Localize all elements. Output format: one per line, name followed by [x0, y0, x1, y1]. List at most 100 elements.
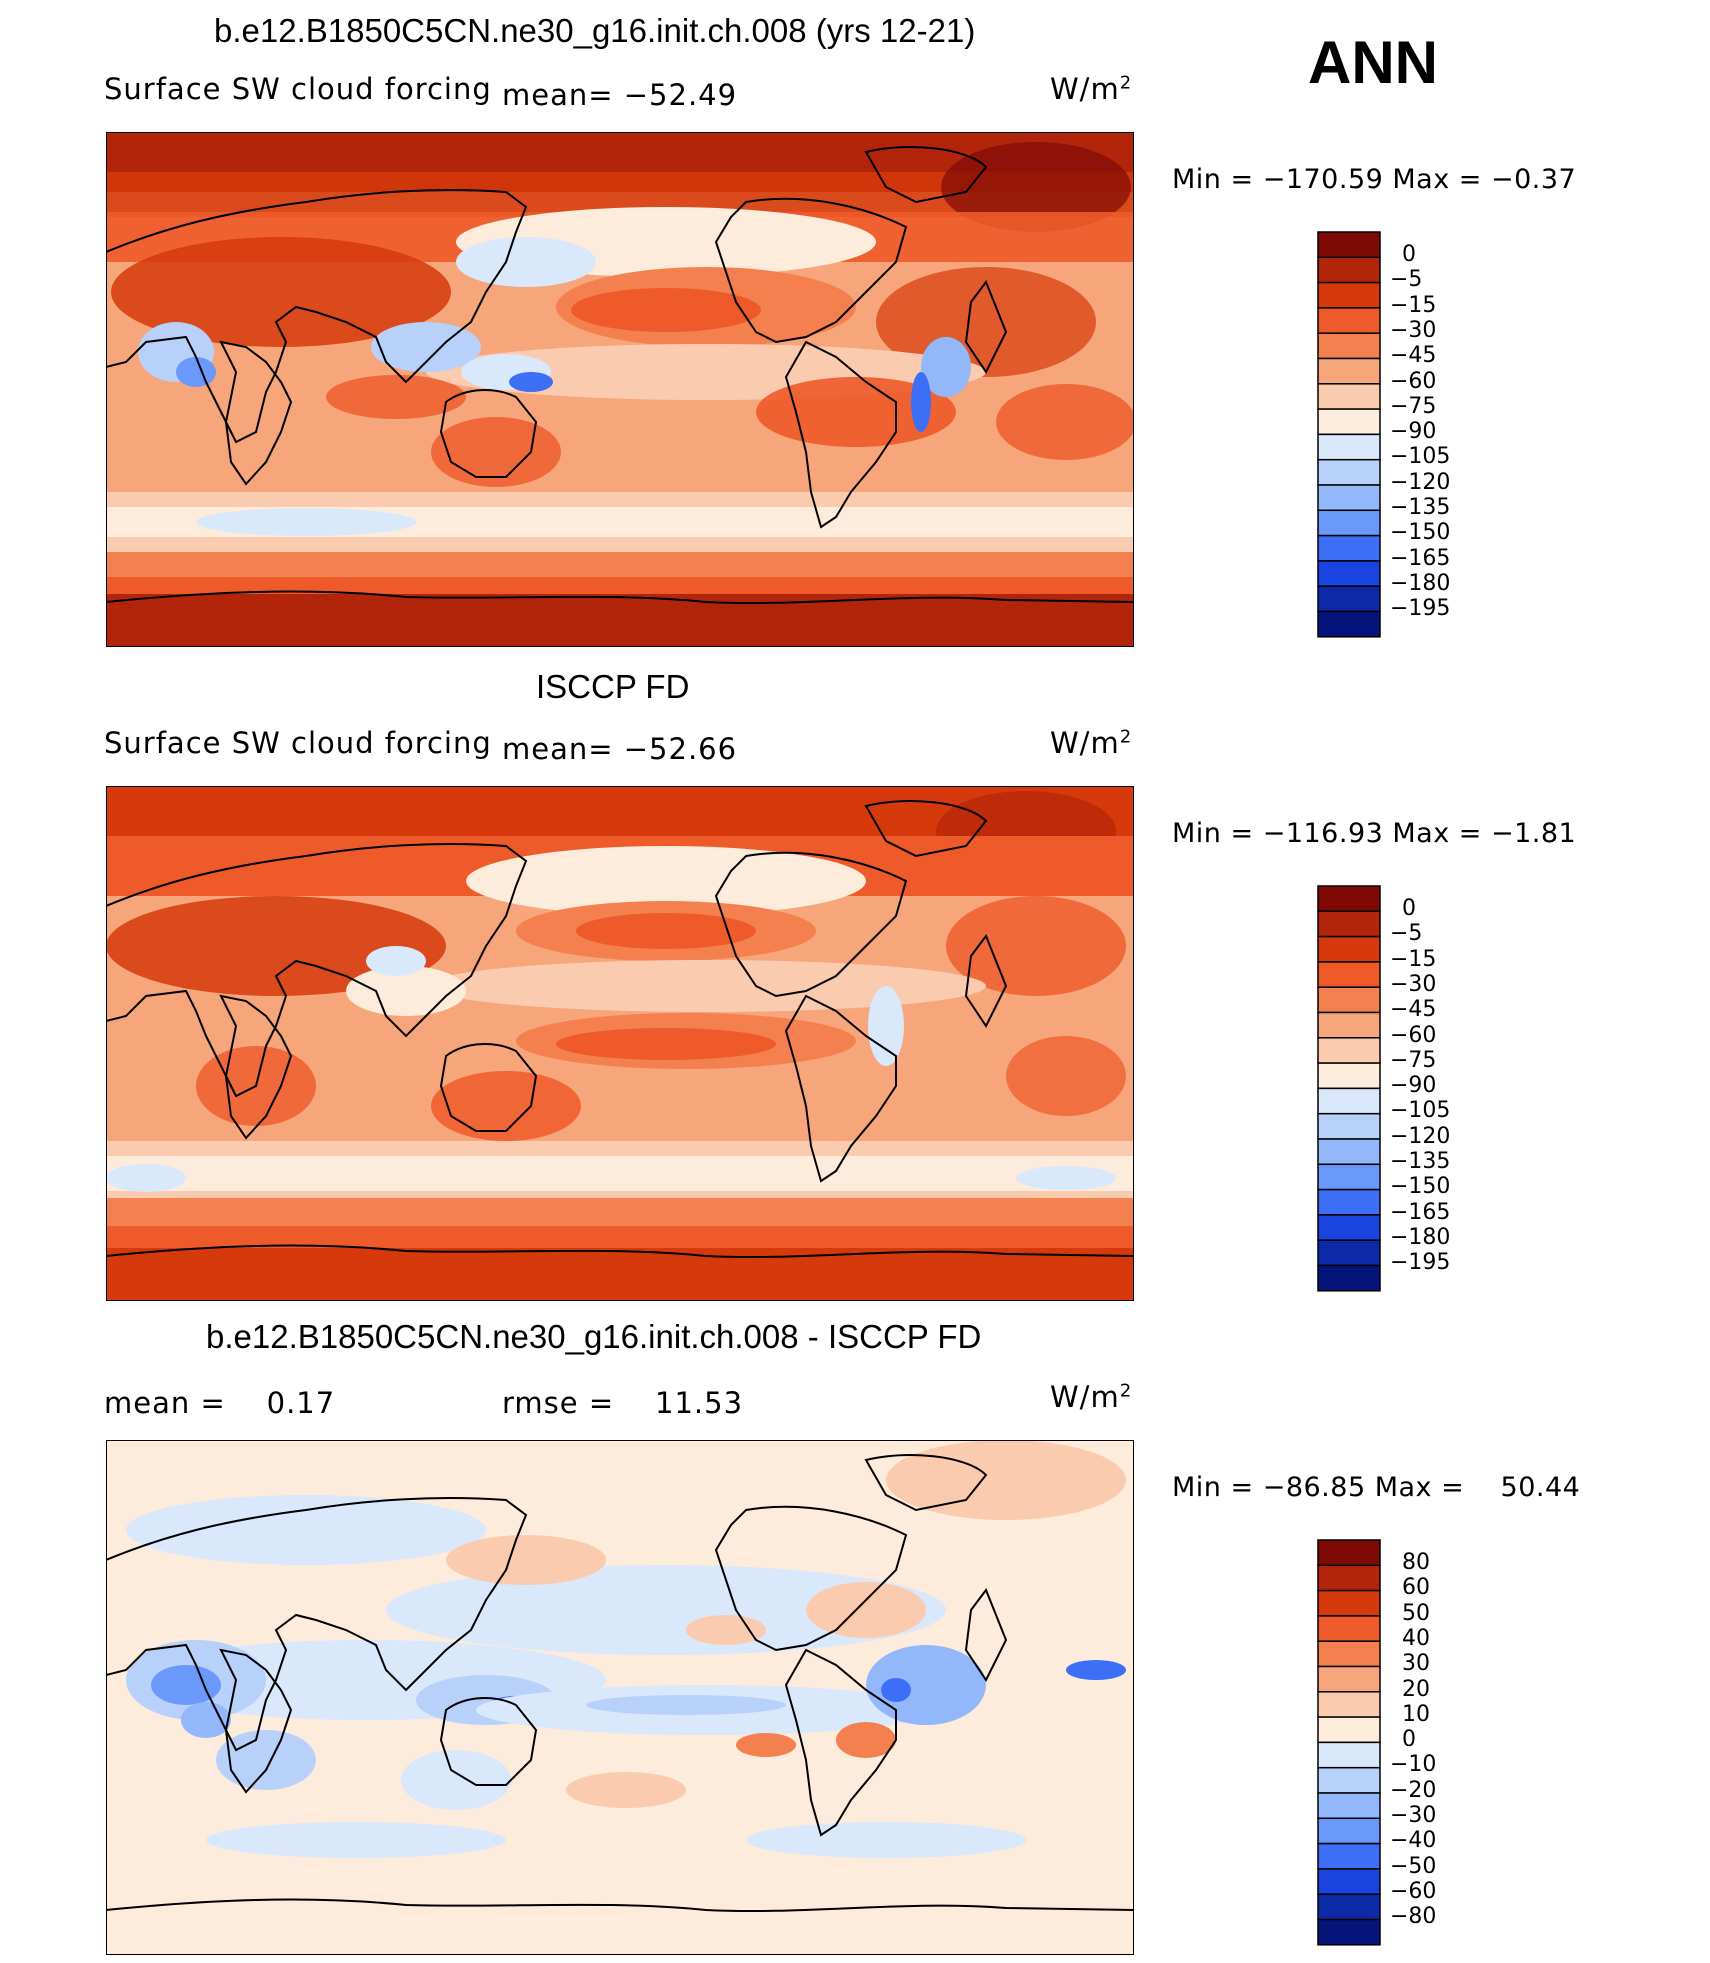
- colorbar-tick-label: −5: [1390, 921, 1423, 947]
- colorbar-swatch: [1317, 1691, 1381, 1718]
- colorbar-tick-label: −75: [1390, 1047, 1437, 1073]
- colorbar-swatch: [1317, 1239, 1381, 1267]
- colorbar-swatch: [1317, 1589, 1381, 1617]
- panel-3-units: W/m2: [1050, 1380, 1132, 1414]
- colorbar-swatch: [1317, 1741, 1381, 1769]
- colorbar-swatch: [1317, 610, 1381, 638]
- colorbar-swatch: [1317, 231, 1381, 259]
- panel-1-units-text: W/m: [1050, 72, 1120, 106]
- colorbar-swatch: [1317, 307, 1381, 334]
- colorbar-swatch: [1317, 256, 1381, 284]
- colorbar-swatch: [1317, 1817, 1381, 1845]
- colorbar-swatch: [1317, 509, 1381, 537]
- colorbar-swatch: [1317, 1062, 1381, 1090]
- colorbar-swatch: [1317, 281, 1381, 309]
- colorbar-swatch: [1317, 1011, 1381, 1039]
- colorbar-tick-label: 60: [1402, 1575, 1430, 1601]
- colorbar-tick-label: −45: [1390, 343, 1437, 369]
- colorbar-swatch: [1317, 1564, 1381, 1592]
- colorbar-tick-label: −15: [1390, 946, 1437, 972]
- colorbar-swatch: [1317, 1792, 1381, 1820]
- colorbar-swatch: [1317, 1868, 1381, 1895]
- panel-1-title: b.e12.B1850C5CN.ne30_g16.init.ch.008 (yr…: [214, 12, 976, 49]
- colorbar-swatch: [1317, 1716, 1381, 1744]
- panel-3-colorbar: [1317, 1539, 1381, 1946]
- colorbar-swatch: [1317, 1112, 1381, 1140]
- colorbar-tick-label: −105: [1390, 444, 1451, 470]
- colorbar-swatch: [1317, 910, 1381, 938]
- colorbar-tick-label: −30: [1390, 971, 1437, 997]
- colorbar-swatch: [1317, 1087, 1381, 1115]
- panel-1-minmax: Min = −170.59 Max = −0.37: [1172, 164, 1577, 195]
- colorbar-tick-label: −135: [1390, 1149, 1451, 1174]
- colorbar-tick-label: −60: [1390, 368, 1437, 394]
- colorbar-swatch: [1317, 1214, 1381, 1241]
- colorbar-tick-label: −90: [1390, 419, 1437, 445]
- panel-2-variable-label: Surface SW cloud forcing: [104, 726, 492, 760]
- colorbar-tick-label: −150: [1390, 520, 1451, 546]
- panel-1-colorbar: [1317, 231, 1381, 638]
- colorbar-tick-label: −45: [1390, 997, 1437, 1023]
- colorbar-tick-label: −120: [1390, 469, 1451, 495]
- panel-3-units-text: W/m: [1050, 1380, 1120, 1414]
- colorbar-swatch: [1317, 1163, 1381, 1191]
- colorbar-swatch: [1317, 560, 1381, 587]
- colorbar-swatch: [1317, 585, 1381, 613]
- colorbar-swatch: [1317, 961, 1381, 988]
- panel-2-units-sup: 2: [1119, 726, 1133, 748]
- colorbar-tick-label: 10: [1402, 1701, 1430, 1727]
- colorbar-swatch: [1317, 986, 1381, 1014]
- colorbar-swatch: [1317, 1138, 1381, 1166]
- panel-2-colorbar: [1317, 885, 1381, 1292]
- colorbar-tick-label: −15: [1390, 292, 1437, 318]
- panel-2-units: W/m2: [1050, 726, 1132, 760]
- colorbar-tick-label: −60: [1390, 1878, 1437, 1904]
- colorbar-tick-label: −150: [1390, 1174, 1451, 1200]
- panel-2-title: ISCCP FD: [536, 668, 690, 705]
- colorbar-swatch: [1317, 885, 1381, 913]
- colorbar-tick-label: −30: [1390, 317, 1437, 343]
- colorbar-swatch: [1317, 484, 1381, 512]
- colorbar-swatch: [1317, 1615, 1381, 1642]
- panel-2-mean-label: mean= −52.66: [502, 732, 738, 766]
- panel-3-rmse-label: rmse = 11.53: [502, 1386, 744, 1420]
- colorbar-tick-label: −60: [1390, 1022, 1437, 1048]
- panel-1-units-sup: 2: [1119, 72, 1133, 94]
- panel-2-units-text: W/m: [1050, 726, 1120, 760]
- colorbar-tick-label: −75: [1390, 393, 1437, 419]
- colorbar-tick-label: −40: [1390, 1828, 1437, 1854]
- colorbar-swatch: [1317, 1842, 1381, 1870]
- panel-2-minmax: Min = −116.93 Max = −1.81: [1172, 818, 1577, 849]
- colorbar-tick-label: −20: [1390, 1777, 1437, 1803]
- colorbar-swatch: [1317, 1640, 1381, 1668]
- colorbar-tick-label: −195: [1390, 1250, 1451, 1276]
- colorbar-tick-label: −5: [1390, 267, 1423, 293]
- colorbar-tick-label: −90: [1390, 1073, 1437, 1099]
- panel-1-map: [106, 132, 1134, 647]
- colorbar-tick-label: −10: [1390, 1752, 1437, 1778]
- colorbar-tick-label: 0: [1402, 896, 1416, 921]
- colorbar-tick-label: 0: [1402, 242, 1416, 267]
- colorbar-swatch: [1317, 1037, 1381, 1064]
- panel-2-map: [106, 786, 1134, 1301]
- colorbar-tick-label: −165: [1390, 1199, 1451, 1225]
- colorbar-swatch: [1317, 1188, 1381, 1216]
- season-label: ANN: [1308, 29, 1438, 96]
- colorbar-tick-label: 50: [1402, 1600, 1430, 1626]
- panel-1-variable-label: Surface SW cloud forcing: [104, 72, 492, 106]
- colorbar-tick-label: −120: [1390, 1123, 1451, 1149]
- panel-3-map: [106, 1440, 1134, 1955]
- colorbar-swatch: [1317, 1893, 1381, 1921]
- colorbar-swatch: [1317, 357, 1381, 385]
- colorbar-tick-label: −50: [1390, 1853, 1437, 1879]
- panel-1-mean-label: mean= −52.49: [502, 78, 738, 112]
- colorbar-swatch: [1317, 1766, 1381, 1794]
- colorbar-swatch: [1317, 408, 1381, 436]
- panel-3-units-sup: 2: [1119, 1380, 1133, 1402]
- panel-3-title: b.e12.B1850C5CN.ne30_g16.init.ch.008 - I…: [206, 1318, 982, 1355]
- colorbar-swatch: [1317, 383, 1381, 410]
- colorbar-tick-label: −30: [1390, 1803, 1437, 1828]
- colorbar-tick-label: −80: [1390, 1904, 1437, 1930]
- panel-3-minmax: Min = −86.85 Max = 50.44: [1172, 1472, 1581, 1503]
- colorbar-swatch: [1317, 458, 1381, 486]
